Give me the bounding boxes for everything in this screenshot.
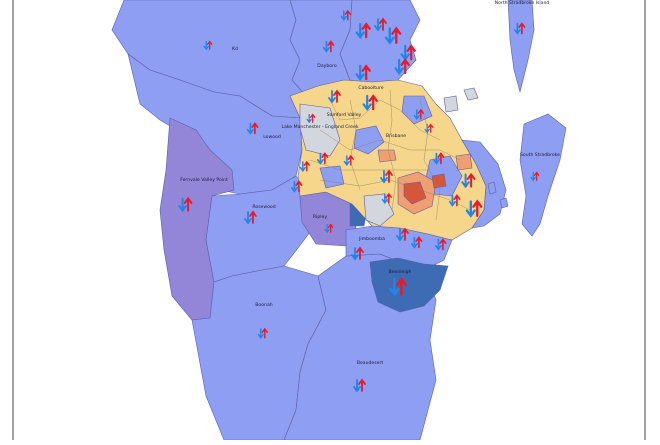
swap-arrow-icon: [396, 227, 409, 242]
label-north-stradbroke: North Stradbroke Island: [495, 0, 550, 6]
swap-arrow-icon: [394, 58, 410, 76]
swap-arrow-icon: [306, 113, 316, 124]
swap-arrow-icon: [244, 210, 257, 225]
region-core-blue-1: [353, 125, 385, 155]
migration-arrows: [178, 9, 540, 393]
swap-arrow-icon: [448, 194, 461, 207]
swap-arrow-icon: [355, 64, 371, 82]
swap-arrow-icon: [384, 26, 402, 45]
swap-arrow-icon: [316, 152, 329, 165]
label-beenleigh: Beenleigh: [389, 269, 412, 275]
region-bay-island-3: [499, 197, 509, 209]
swap-arrow-icon: [381, 192, 392, 205]
swap-arrow-icon: [203, 40, 213, 51]
region-grey-east: [443, 95, 459, 113]
region-red-1: [403, 181, 427, 205]
swap-arrow-icon: [343, 154, 354, 167]
label-lake-manchester: Lake Manchester - England Creek: [281, 124, 358, 130]
swap-arrow-icon: [353, 378, 366, 393]
region-steel-south: [369, 257, 449, 313]
swap-arrow-icon: [340, 9, 351, 22]
region-coast-east: [461, 139, 507, 229]
swap-arrow-icon: [257, 327, 268, 340]
swap-arrow-icon: [324, 223, 334, 234]
region-red-2: [431, 173, 447, 189]
swap-arrow-icon: [290, 180, 303, 193]
label-south-stradbroke: South Stradbroke: [520, 152, 560, 158]
region-orange-2: [455, 153, 473, 171]
label-caboolture: Caboolture: [358, 85, 383, 91]
region-grey-south: [363, 193, 395, 227]
label-beaudesert: Beaudesert: [357, 360, 384, 366]
swap-arrow-icon: [351, 246, 364, 261]
suburb-borders: [309, 89, 471, 221]
label-fernvale: Fernvale Valley Point: [180, 177, 228, 183]
swap-arrow-icon: [465, 199, 483, 218]
swap-arrow-icon: [410, 236, 423, 249]
swap-arrow-icon: [413, 108, 424, 121]
label-dayboro: Dayboro: [317, 63, 337, 69]
swap-arrow-icon: [246, 122, 259, 135]
swap-arrow-icon: [322, 40, 335, 53]
swap-arrow-icon: [299, 160, 310, 173]
region-moreton-island: [507, 0, 535, 94]
swap-arrow-icon: [424, 123, 434, 134]
label-jimboomba: Jimboomba: [358, 236, 385, 242]
region-caboolture: [339, 0, 421, 85]
swap-arrow-icon: [461, 172, 476, 189]
swap-arrow-icon: [432, 152, 445, 165]
label-rosewood: Rosewood: [252, 204, 275, 210]
label-kilcoy: Kd: [232, 46, 238, 52]
swap-arrow-icon: [328, 89, 341, 104]
region-bay-island-2: [487, 181, 497, 195]
swap-arrow-icon: [388, 276, 407, 297]
swap-arrow-icon: [362, 94, 378, 112]
swap-arrow-icon: [374, 17, 387, 32]
swap-arrow-icon: [530, 171, 540, 182]
swap-arrow-icon: [434, 238, 447, 251]
swap-arrow-icon: [380, 169, 393, 184]
region-north-stradbroke: [519, 113, 567, 237]
swap-arrow-icon: [355, 22, 371, 40]
label-brisbane: Brisbane: [386, 133, 406, 139]
swap-arrow-icon: [513, 22, 526, 35]
region-orange-3: [377, 149, 397, 163]
label-samford: Samford Valley: [327, 112, 362, 118]
label-lowood: Lowood: [263, 134, 281, 140]
swap-arrow-icon: [178, 196, 193, 213]
label-boonah: Boonah: [255, 302, 272, 308]
region-bay-island-1: [463, 87, 479, 101]
label-ripley: Ripley: [313, 214, 327, 220]
